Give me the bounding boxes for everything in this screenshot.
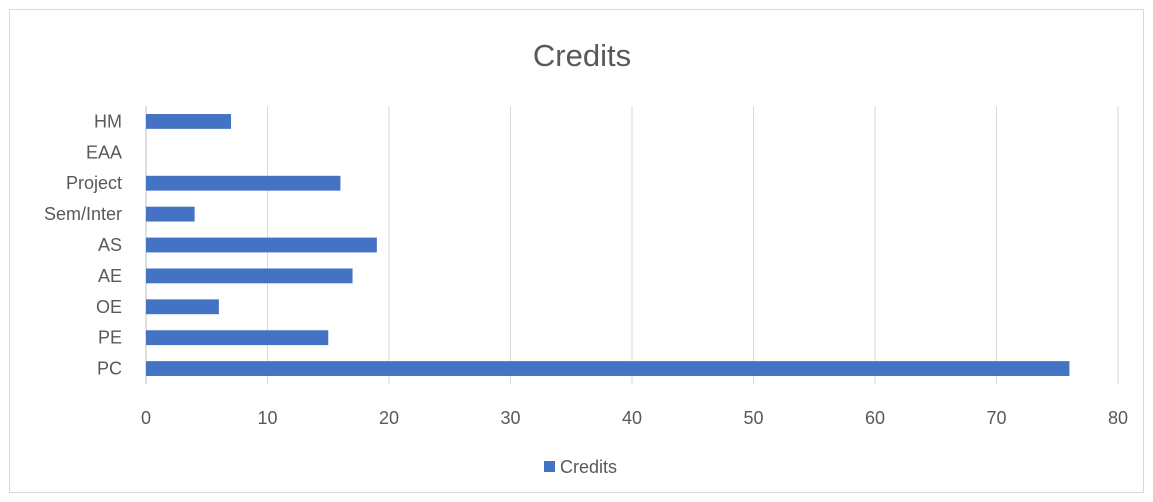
x-tick-label: 50 (743, 408, 763, 428)
bar-oe (146, 299, 219, 315)
y-tick-label: PE (98, 328, 122, 348)
y-tick-label: EAA (86, 142, 122, 162)
y-tick-label: Project (66, 173, 122, 193)
bar-as (146, 237, 377, 253)
x-tick-label: 30 (500, 408, 520, 428)
x-tick-label: 10 (257, 408, 277, 428)
bar-hm (146, 114, 232, 129)
bar-pe (146, 330, 329, 346)
y-tick-label: Sem/Inter (44, 204, 122, 224)
legend-label: Credits (560, 457, 617, 477)
bar-project (146, 175, 341, 191)
legend: Credits (544, 457, 617, 477)
y-tick-label: AE (98, 266, 122, 286)
x-tick-label: 20 (379, 408, 399, 428)
x-tick-label: 60 (865, 408, 885, 428)
y-tick-label: OE (96, 297, 122, 317)
y-axis-labels: HM EAA Project Sem/Inter AS AE OE PE PC (44, 111, 122, 378)
legend-swatch (544, 461, 555, 472)
x-tick-label: 70 (986, 408, 1006, 428)
bar-ae (146, 268, 353, 284)
chart-title: Credits (533, 38, 631, 73)
x-tick-label: 0 (141, 408, 151, 428)
x-tick-label: 80 (1108, 408, 1128, 428)
x-axis-labels: 0 10 20 30 40 50 60 70 80 (141, 408, 1128, 428)
bar-pc (146, 361, 1070, 376)
y-tick-label: AS (98, 235, 122, 255)
bar-sem-inter (146, 206, 195, 222)
bars (146, 114, 1070, 376)
y-tick-label: PC (97, 359, 122, 379)
x-tick-label: 40 (622, 408, 642, 428)
y-tick-label: HM (94, 111, 122, 131)
